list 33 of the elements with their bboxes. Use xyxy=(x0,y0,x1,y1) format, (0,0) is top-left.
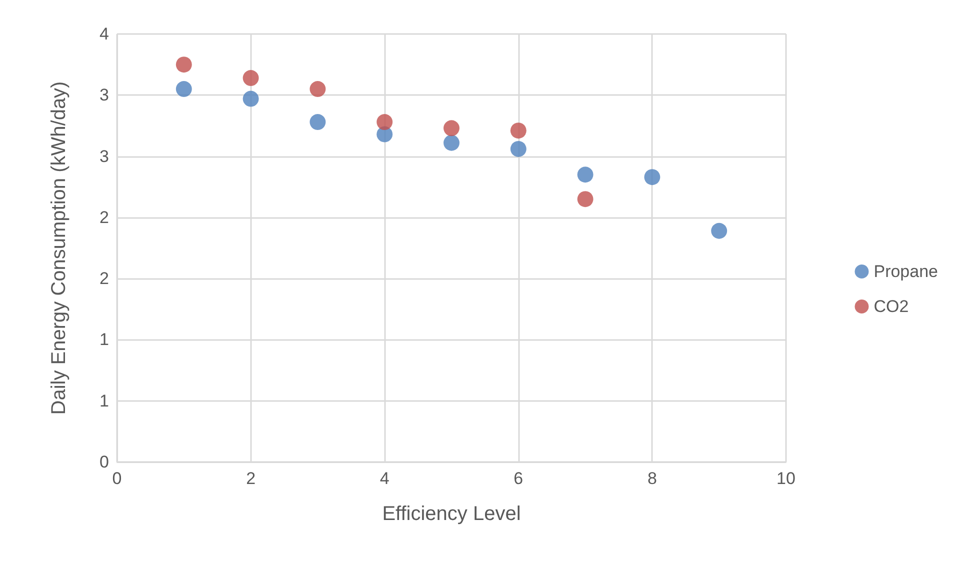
point xyxy=(310,114,326,130)
x-tick-label: 2 xyxy=(246,469,256,488)
point xyxy=(644,169,660,186)
point xyxy=(577,166,594,183)
y-tick-label: 1 xyxy=(100,330,109,350)
legend-label: Propane xyxy=(874,262,938,281)
point xyxy=(176,56,192,73)
legend-label: CO2 xyxy=(874,297,909,316)
y-tick-label: 2 xyxy=(100,208,109,227)
point xyxy=(711,222,728,239)
point xyxy=(510,140,526,157)
y-tick-label: 0 xyxy=(100,452,109,472)
x-tick-label: 0 xyxy=(112,469,122,488)
y-tick-label: 3 xyxy=(100,146,109,166)
point xyxy=(444,134,460,151)
y-tick-label: 1 xyxy=(100,391,109,410)
x-tick-label: 8 xyxy=(647,469,657,488)
point xyxy=(176,81,192,98)
y-axis-title: Daily Energy Consumption (kWh/day) xyxy=(48,81,70,415)
y-tick-label: 4 xyxy=(100,24,109,44)
y-tick-label: 2 xyxy=(100,269,109,288)
point xyxy=(376,114,393,130)
x-tick-label: 4 xyxy=(380,469,390,488)
point xyxy=(242,90,259,107)
x-tick-label: 6 xyxy=(514,469,524,488)
point xyxy=(242,70,259,86)
point xyxy=(444,120,460,136)
y-tick-label: 3 xyxy=(100,86,109,105)
x-tick-label: 10 xyxy=(776,469,796,488)
point xyxy=(310,81,326,98)
point xyxy=(510,122,526,139)
x-axis-title: Efficiency Level xyxy=(382,503,521,525)
point xyxy=(577,191,594,208)
